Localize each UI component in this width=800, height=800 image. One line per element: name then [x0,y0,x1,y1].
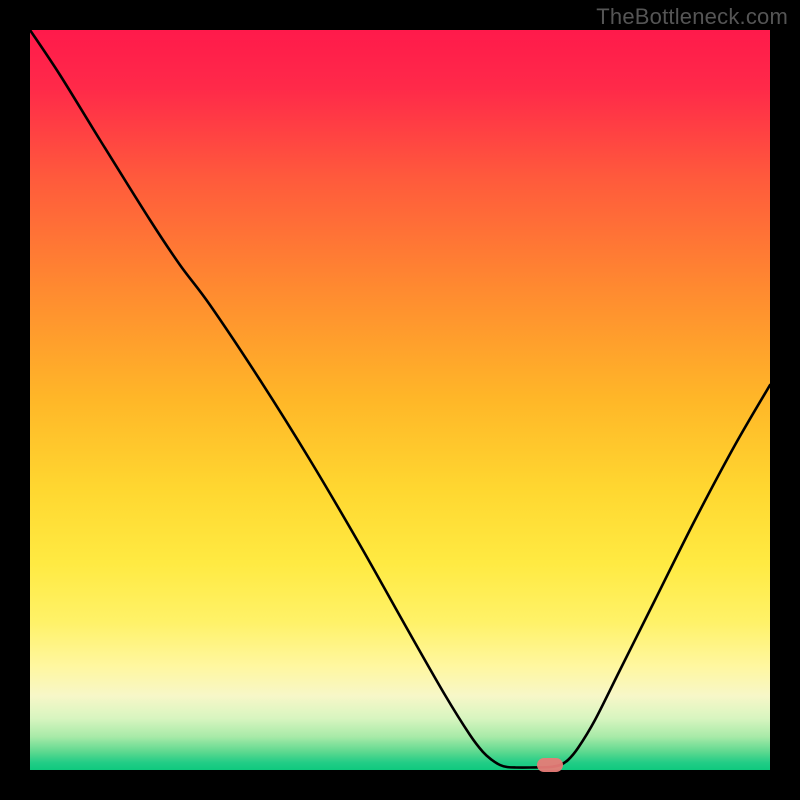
optimum-marker [537,758,563,772]
bottleneck-chart [0,0,800,800]
chart-background-gradient [30,30,770,770]
watermark-text: TheBottleneck.com [596,4,788,30]
chart-stage: TheBottleneck.com [0,0,800,800]
